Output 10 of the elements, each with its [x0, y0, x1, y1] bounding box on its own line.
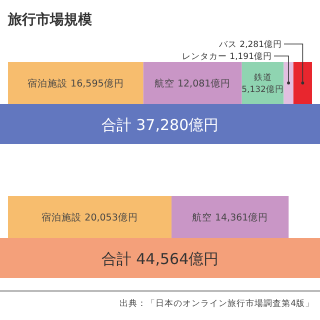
source-note: 出典：「日本のオンライン旅行市場調査第4版」	[120, 298, 314, 309]
total-label: 合計 37,280億円	[101, 116, 219, 134]
data-label: 5,132億円	[242, 84, 284, 95]
series-label: 鉄道	[254, 72, 272, 83]
text: 宿泊施設 16,595億円	[28, 78, 124, 90]
total-label: 合計 44,564億円	[101, 250, 219, 268]
text: レンタカー 1,191億円	[182, 52, 272, 62]
text: 航空 12,081億円	[154, 78, 231, 90]
text: バス 2,281億円	[218, 40, 282, 50]
chart-title: 旅行市場規模	[7, 11, 93, 28]
